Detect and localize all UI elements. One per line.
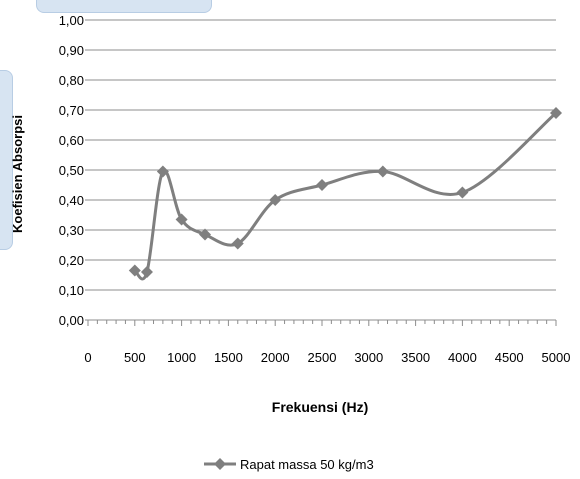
x-tick-label: 3500 [401, 350, 430, 365]
y-tick-label: 0,30 [59, 223, 84, 238]
decorative-tab-left [0, 70, 13, 250]
y-tick-label: 0,80 [59, 73, 84, 88]
y-tick-label: 0,00 [59, 313, 84, 328]
legend-label: Rapat massa 50 kg/m3 [240, 457, 374, 472]
x-tick-label: 3000 [354, 350, 383, 365]
x-tick-label: 2000 [261, 350, 290, 365]
data-point-marker [128, 264, 141, 277]
legend: Rapat massa 50 kg/m3 [204, 457, 374, 472]
legend-marker [214, 458, 226, 470]
y-tick-label: 0,60 [59, 133, 84, 148]
x-tick-label: 1000 [167, 350, 196, 365]
x-tick-label: 4000 [448, 350, 477, 365]
gridlines [88, 19, 556, 321]
data-point-marker [199, 228, 211, 241]
x-tick-label: 0 [84, 350, 91, 365]
y-tick-label: 0,50 [59, 163, 84, 178]
y-tick-label: 0,70 [59, 103, 84, 118]
y-tick-labels: 0,00 0,10 0,20 0,30 0,40 0,50 0,60 0,70 0,80 0,90… [59, 13, 84, 328]
decorative-tab-top [36, 0, 212, 13]
series-layer [128, 107, 562, 281]
x-tick-label: 1500 [214, 350, 243, 365]
data-point-marker [456, 186, 469, 199]
data-point-marker [316, 179, 328, 191]
data-point-marker [269, 194, 282, 206]
data-point-marker [140, 266, 153, 278]
data-point-marker [156, 165, 169, 178]
y-tick-label: 0,40 [59, 193, 84, 208]
x-tick-label: 500 [124, 350, 146, 365]
data-point-marker [175, 213, 188, 226]
x-axis-label: Frekuensi (Hz) [272, 399, 368, 415]
x-tick-label: 5000 [542, 350, 571, 365]
y-tick-label: 1,00 [59, 13, 84, 28]
y-tick-label: 0,10 [59, 283, 84, 298]
data-point-marker [376, 165, 389, 178]
x-tick-labels: 0 500 1000 1500 2000 2500 3000 3500 4000 4500 5000 [84, 350, 570, 365]
y-axis-label: Koefisien Absorpsi [10, 115, 25, 233]
series-line [133, 111, 557, 281]
y-tick-label: 0,20 [59, 253, 84, 268]
x-tick-label: 4500 [495, 350, 524, 365]
y-tick-label: 0,90 [59, 43, 84, 58]
data-point-marker [550, 107, 562, 119]
data-point-marker [231, 237, 244, 250]
x-tick-label: 2500 [308, 350, 337, 365]
x-axis [85, 19, 557, 326]
